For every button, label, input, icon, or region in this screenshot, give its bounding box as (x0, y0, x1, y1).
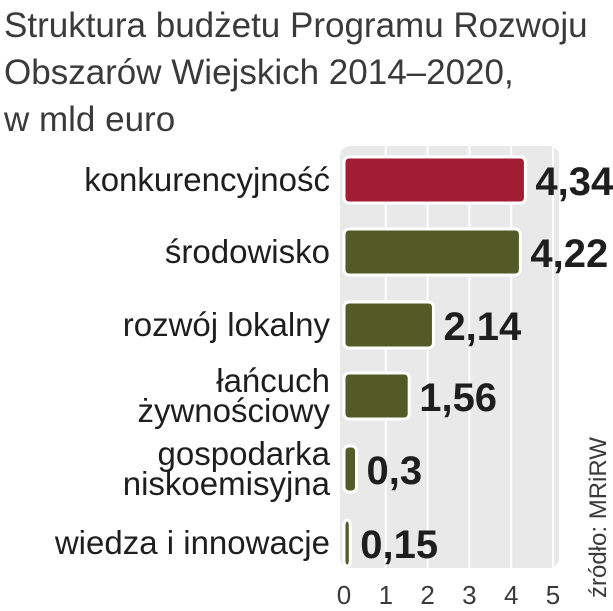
value-label: 4,22 (530, 232, 608, 276)
bar (342, 518, 352, 568)
source-note: źródło: MRiRW (585, 437, 612, 598)
title-line-1: Struktura budżetu Programu Rozwoju (4, 6, 588, 45)
category-label: gospodarka (158, 435, 331, 472)
chart-title: Struktura budżetu Programu Rozwoju Obsza… (4, 2, 604, 143)
category-label: łańcuch (216, 362, 330, 399)
category-label: środowisko (165, 233, 330, 270)
category-label: niskoemisyjna (123, 465, 331, 502)
category-label: rozwój lokalny (123, 306, 331, 343)
tick-label: 0 (337, 580, 351, 610)
bar (342, 371, 411, 421)
tick-label: 1 (379, 580, 393, 610)
bar (342, 227, 522, 277)
bars (342, 155, 527, 568)
category-label: żywnościowy (137, 392, 330, 429)
category-label: konkurencyjność (84, 161, 330, 198)
plot-area (340, 146, 559, 568)
value-label: 1,56 (419, 376, 497, 420)
bar (342, 444, 359, 494)
value-label: 4,34 (535, 160, 613, 204)
plot-background (340, 146, 559, 568)
bar (342, 155, 527, 205)
value-label: 0,15 (360, 523, 438, 567)
value-label: 2,14 (443, 305, 522, 349)
title-line-3: w mld euro (4, 100, 176, 139)
category-label: wiedza i innowacje (54, 524, 330, 561)
tick-label: 4 (504, 580, 518, 610)
grid-lines (384, 146, 554, 568)
title-line-2: Obszarów Wiejskich 2014–2020, (4, 53, 514, 92)
value-label: 0,3 (367, 449, 423, 493)
tick-label: 5 (546, 580, 560, 610)
category-labels: konkurencyjność środowisko rozwój lokalny ł… (54, 161, 331, 561)
value-labels: 4,34 4,222,14 1,56 0,3 0,15 (360, 160, 613, 567)
bar (342, 300, 435, 350)
tick-label: 2 (420, 580, 434, 610)
tick-label: 3 (462, 580, 476, 610)
